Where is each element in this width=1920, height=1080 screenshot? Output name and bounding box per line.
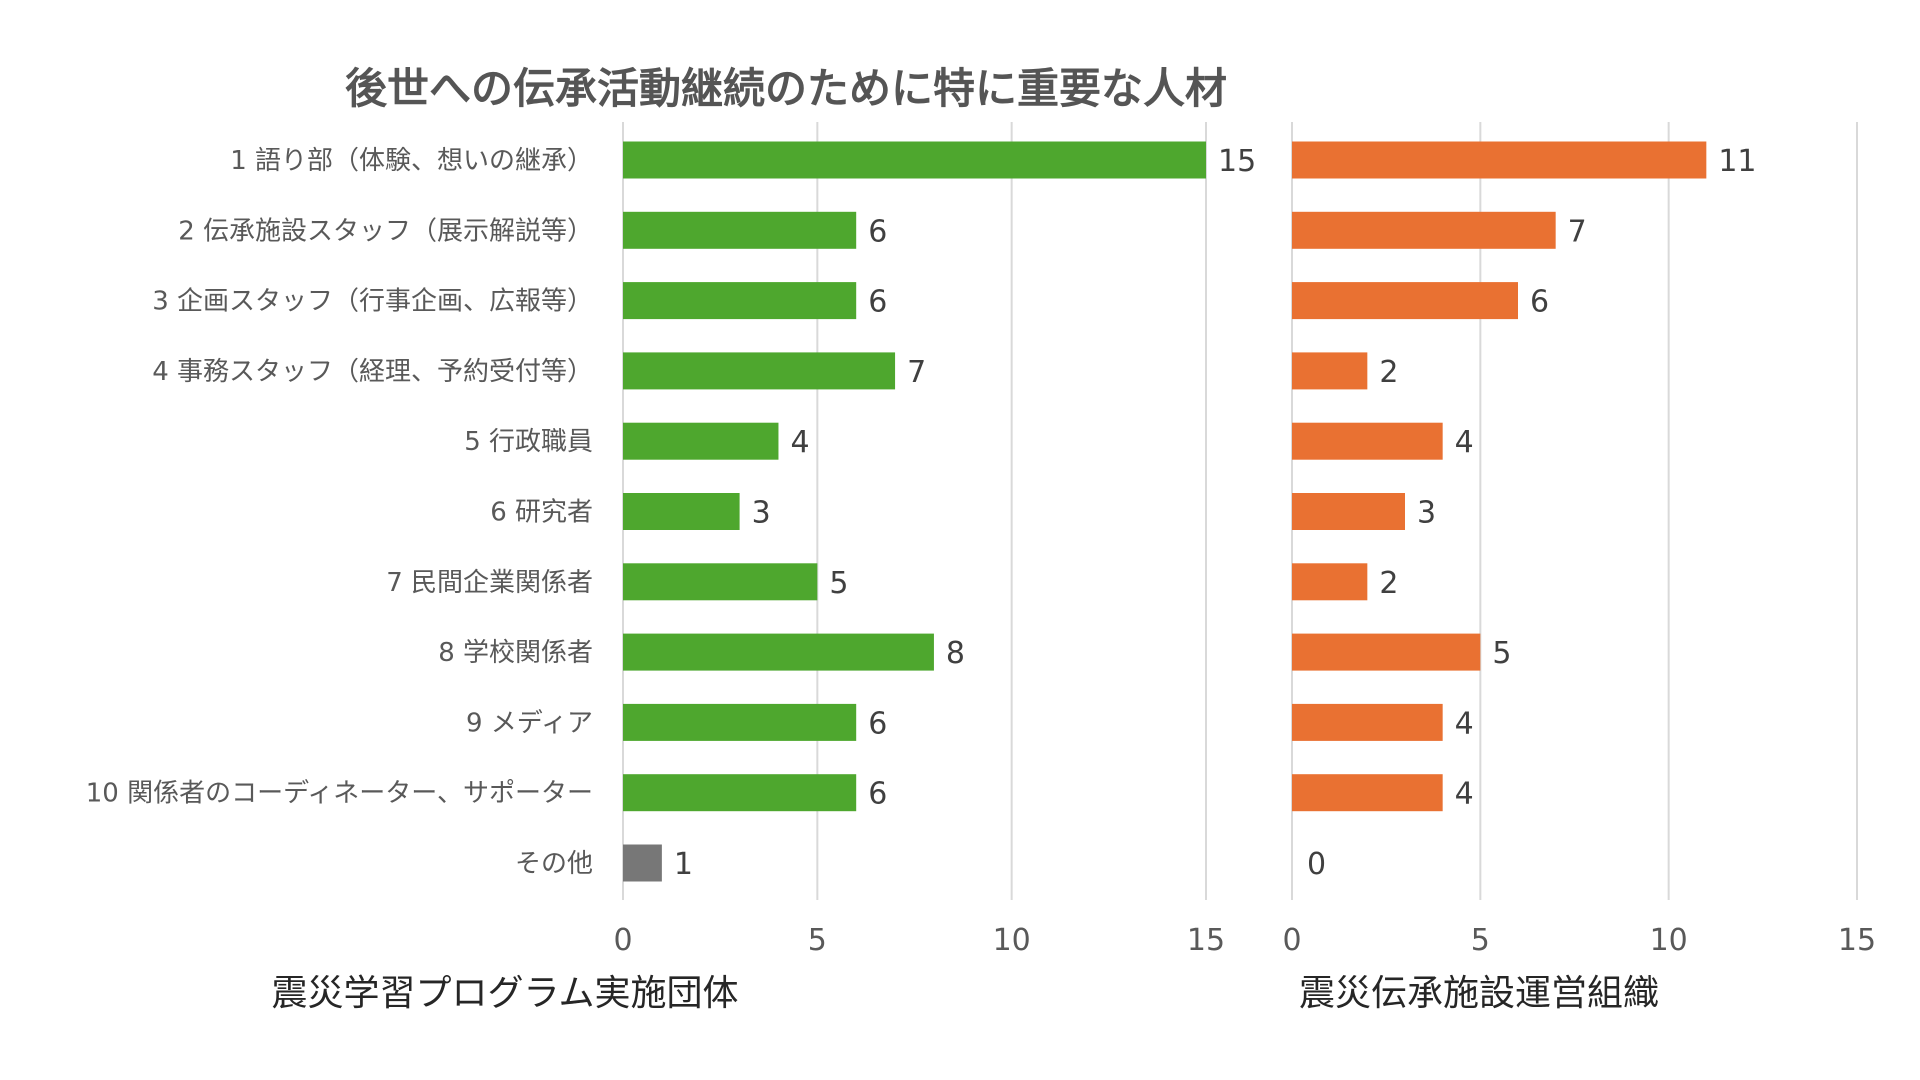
right-bar <box>1292 352 1368 390</box>
category-label: 7 民間企業関係者 <box>386 568 593 598</box>
right-tick-label: 0 <box>1282 923 1301 958</box>
left-data-label: 7 <box>907 355 926 390</box>
left-bar <box>623 703 857 741</box>
left-data-label: 15 <box>1218 144 1256 179</box>
category-label: 10 関係者のコーディネーター、サポーター <box>86 779 593 809</box>
right-data-label: 11 <box>1718 144 1756 179</box>
left-data-label: 5 <box>829 566 848 601</box>
right-bar <box>1292 633 1481 671</box>
left-bar <box>623 422 779 460</box>
right-data-label: 4 <box>1455 777 1474 812</box>
chart-title: 後世への伝承活動継続のために特に重要な人材 <box>345 64 1227 113</box>
left-data-label: 6 <box>868 706 887 741</box>
left-bar <box>623 844 662 882</box>
right-bar <box>1292 703 1443 741</box>
left-tick-label: 15 <box>1187 923 1225 958</box>
category-label: 6 研究者 <box>490 498 593 528</box>
right-data-label: 6 <box>1530 285 1549 320</box>
right-data-label: 0 <box>1307 847 1326 882</box>
left-bar <box>623 493 740 530</box>
left-data-label: 3 <box>752 496 771 531</box>
category-label: その他 <box>515 849 593 879</box>
category-label: 8 学校関係者 <box>438 638 593 668</box>
left-axis-title: 震災学習プログラム実施団体 <box>272 973 739 1014</box>
right-tick-label: 15 <box>1838 923 1876 958</box>
right-bar <box>1292 141 1707 179</box>
right-bar <box>1292 211 1556 249</box>
left-tick-label: 0 <box>613 923 632 958</box>
category-label: 3 企画スタッフ（行事企画、広報等） <box>152 287 593 317</box>
ticks-right: 0 5 10 15 <box>1282 923 1876 958</box>
right-data-label: 2 <box>1379 566 1398 601</box>
right-data-label: 3 <box>1417 496 1436 531</box>
category-label: 1 語り部（体験、想いの継承） <box>230 146 593 176</box>
left-data-label: 6 <box>868 285 887 320</box>
left-bar <box>623 633 934 671</box>
category-label: 2 伝承施設スタッフ（展示解説等） <box>178 216 593 246</box>
left-data-label: 1 <box>674 847 693 882</box>
right-bar <box>1292 422 1443 460</box>
left-bar <box>623 774 857 812</box>
right-tick-label: 10 <box>1650 923 1688 958</box>
right-data-label: 7 <box>1568 214 1587 249</box>
right-bar <box>1292 282 1518 320</box>
left-bar <box>623 211 857 249</box>
left-tick-label: 10 <box>993 923 1031 958</box>
category-label: 5 行政職員 <box>464 427 593 457</box>
left-bar <box>623 141 1206 179</box>
left-data-label: 6 <box>868 777 887 812</box>
left-data-label: 4 <box>790 425 809 460</box>
left-data-label: 8 <box>946 636 965 671</box>
right-axis-title: 震災伝承施設運営組織 <box>1299 973 1659 1014</box>
right-bar <box>1292 563 1368 601</box>
category-label: 9 メディア <box>466 708 593 738</box>
category-labels: 1 語り部（体験、想いの継承） 2 伝承施設スタッフ（展示解説等） 3 企画スタッフ… <box>86 146 593 879</box>
left-bar <box>623 352 896 390</box>
left-data-label: 6 <box>868 214 887 249</box>
right-bar <box>1292 493 1405 530</box>
left-tick-label: 5 <box>808 923 827 958</box>
right-tick-label: 5 <box>1471 923 1490 958</box>
right-data-label: 2 <box>1379 355 1398 390</box>
left-bar <box>623 282 857 320</box>
right-data-label: 5 <box>1492 636 1511 671</box>
right-data-label: 4 <box>1455 425 1474 460</box>
right-data-label: 4 <box>1455 706 1474 741</box>
category-label: 4 事務スタッフ（経理、予約受付等） <box>152 357 593 387</box>
left-bar <box>623 563 818 601</box>
right-bar <box>1292 774 1443 812</box>
ticks-left: 0 5 10 15 <box>613 923 1225 958</box>
